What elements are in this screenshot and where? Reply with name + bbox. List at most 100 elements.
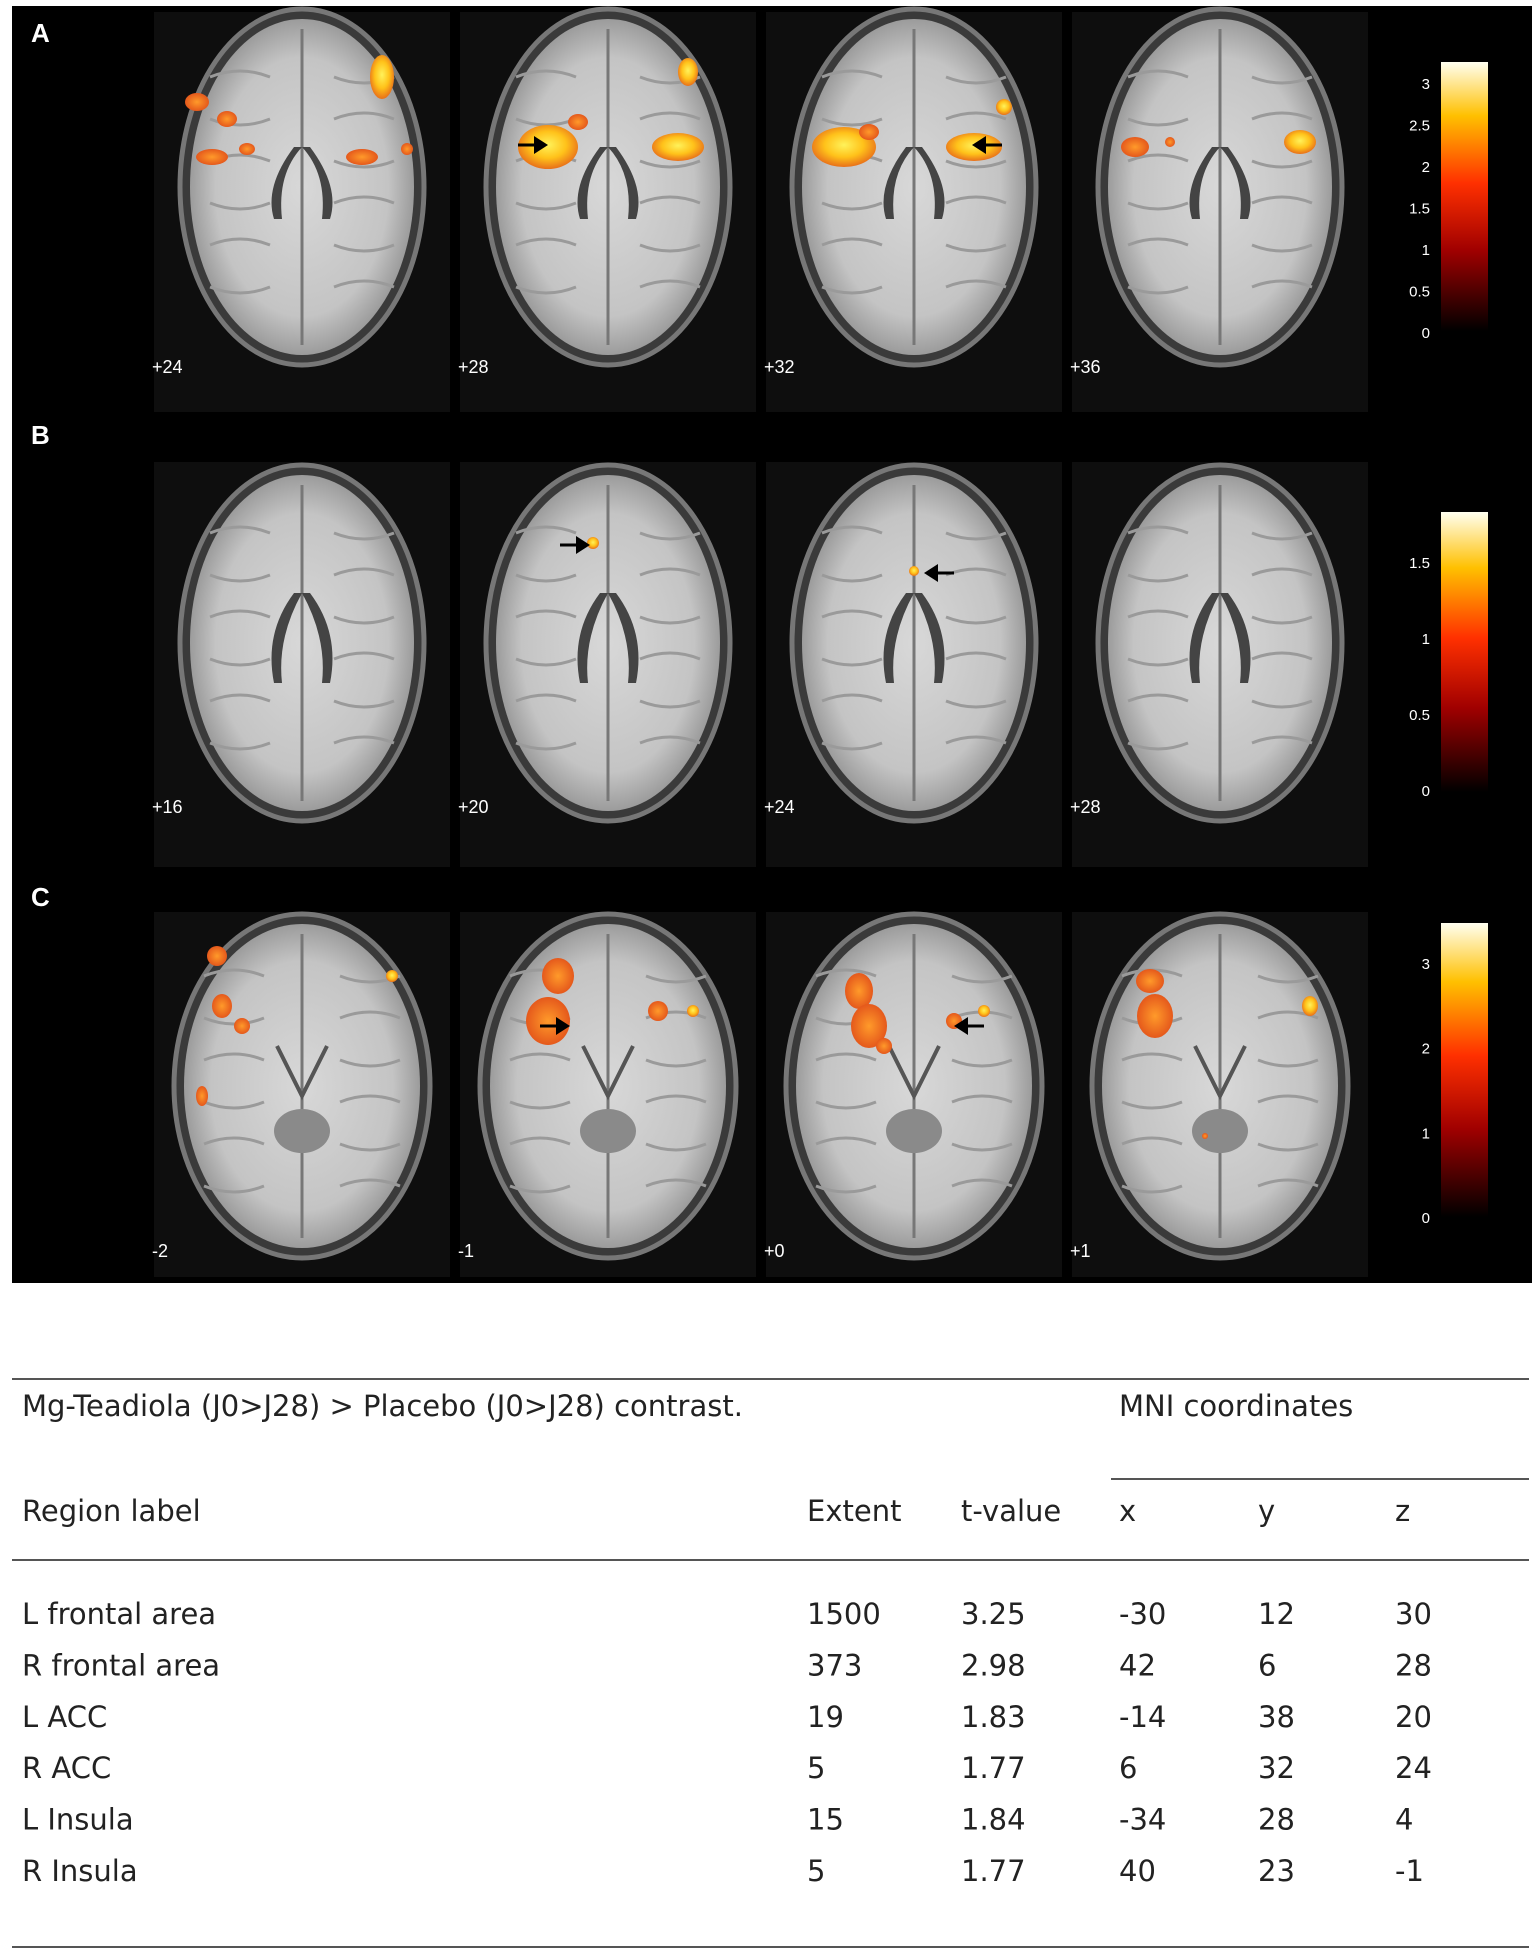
table-cell: R frontal area	[22, 1648, 220, 1682]
sulcus	[333, 615, 395, 625]
sulcus	[951, 1178, 1013, 1188]
table-cell: R ACC	[22, 1751, 111, 1785]
sulcus	[951, 974, 1013, 984]
ventricle	[883, 593, 914, 683]
activation	[542, 958, 574, 994]
sulcus	[333, 279, 395, 289]
ventricle	[608, 147, 639, 219]
ventricle	[608, 593, 639, 683]
sulcus	[209, 117, 271, 127]
table-cell: 3.25	[961, 1597, 1026, 1631]
colorbar-tick-label: 0	[1422, 1210, 1430, 1227]
sulcus	[339, 1010, 401, 1020]
panel-label: C	[31, 882, 50, 912]
sulcus	[1127, 117, 1189, 127]
sulcus	[333, 243, 395, 253]
sulcus	[1251, 243, 1313, 253]
ventricle	[302, 593, 333, 683]
activation	[845, 973, 873, 1009]
activation	[1284, 130, 1316, 154]
sulcus	[1257, 1142, 1319, 1152]
activation	[996, 99, 1012, 115]
sulcus	[821, 573, 883, 583]
sulcus	[1127, 657, 1189, 667]
sulcus	[203, 1136, 265, 1146]
sulcus	[821, 657, 883, 667]
activation	[212, 994, 232, 1018]
sulcus	[209, 741, 271, 751]
activation	[346, 149, 378, 165]
ventricle	[581, 1045, 635, 1101]
midbrain	[274, 1109, 330, 1153]
sulcus	[945, 195, 1007, 205]
column-header: Region label	[22, 1494, 201, 1528]
ventricle	[1220, 593, 1251, 683]
colorbar-tick-label: 1	[1422, 242, 1430, 259]
sulcus	[209, 693, 271, 703]
activation	[185, 93, 209, 111]
sulcus	[1121, 1184, 1183, 1194]
sulcus	[1127, 573, 1189, 583]
sulcus	[515, 237, 577, 247]
slice-label: -2	[152, 1241, 168, 1261]
sulcus	[1127, 153, 1189, 163]
sulcus	[333, 531, 395, 541]
activation	[1137, 994, 1173, 1038]
sulcus	[1251, 531, 1313, 541]
sulcus	[951, 1094, 1013, 1104]
table-cell: L ACC	[22, 1700, 107, 1734]
sulcus	[945, 159, 1007, 169]
colorbar-tick-label: 2	[1422, 159, 1430, 176]
table-cell: 2.98	[961, 1648, 1026, 1682]
sulcus	[815, 1100, 877, 1110]
sulcus	[333, 699, 395, 709]
sulcus	[1127, 693, 1189, 703]
table-cell: -30	[1119, 1597, 1166, 1631]
colorbar-tick-label: 3	[1422, 956, 1430, 973]
sulcus	[1121, 1136, 1183, 1146]
arrow-head	[556, 1017, 570, 1035]
sulcus	[945, 651, 1007, 661]
sulcus	[945, 111, 1007, 121]
activation	[196, 1086, 208, 1106]
sulcus	[515, 741, 577, 751]
ventricle	[271, 593, 302, 683]
ventricle	[1220, 147, 1251, 219]
slice-label: +24	[152, 357, 183, 377]
sulcus	[1121, 1052, 1183, 1062]
table-cell: 5	[807, 1854, 825, 1888]
table-cell: 1.77	[961, 1751, 1026, 1785]
sulcus	[639, 531, 701, 541]
ventricle	[302, 147, 333, 219]
activation	[1202, 1133, 1208, 1139]
sulcus	[951, 1058, 1013, 1068]
sulcus	[333, 195, 395, 205]
sulcus	[209, 69, 271, 79]
activation	[946, 133, 1002, 161]
sulcus	[1251, 279, 1313, 289]
colorbar-tick-label: 3	[1422, 76, 1430, 93]
sulcus	[209, 201, 271, 211]
ventricle	[1193, 1045, 1247, 1101]
sulcus	[945, 615, 1007, 625]
sulcus	[639, 195, 701, 205]
column-header: x	[1119, 1494, 1136, 1528]
sulcus	[203, 1052, 265, 1062]
column-header: Extent	[807, 1494, 901, 1528]
sulcus	[1257, 1094, 1319, 1104]
sulcus	[821, 117, 883, 127]
midbrain	[886, 1109, 942, 1153]
table-cell: L frontal area	[22, 1597, 216, 1631]
table-cell: 23	[1258, 1854, 1295, 1888]
table-cell: -34	[1119, 1803, 1166, 1837]
sulcus	[639, 159, 701, 169]
sulcus	[209, 573, 271, 583]
sulcus	[1121, 1100, 1183, 1110]
table-cell: 38	[1258, 1700, 1295, 1734]
sulcus	[1251, 159, 1313, 169]
activation	[648, 1001, 668, 1021]
table-cell: 373	[807, 1648, 862, 1682]
sulcus	[1251, 615, 1313, 625]
sulcus	[1251, 567, 1313, 577]
activation	[196, 149, 228, 165]
